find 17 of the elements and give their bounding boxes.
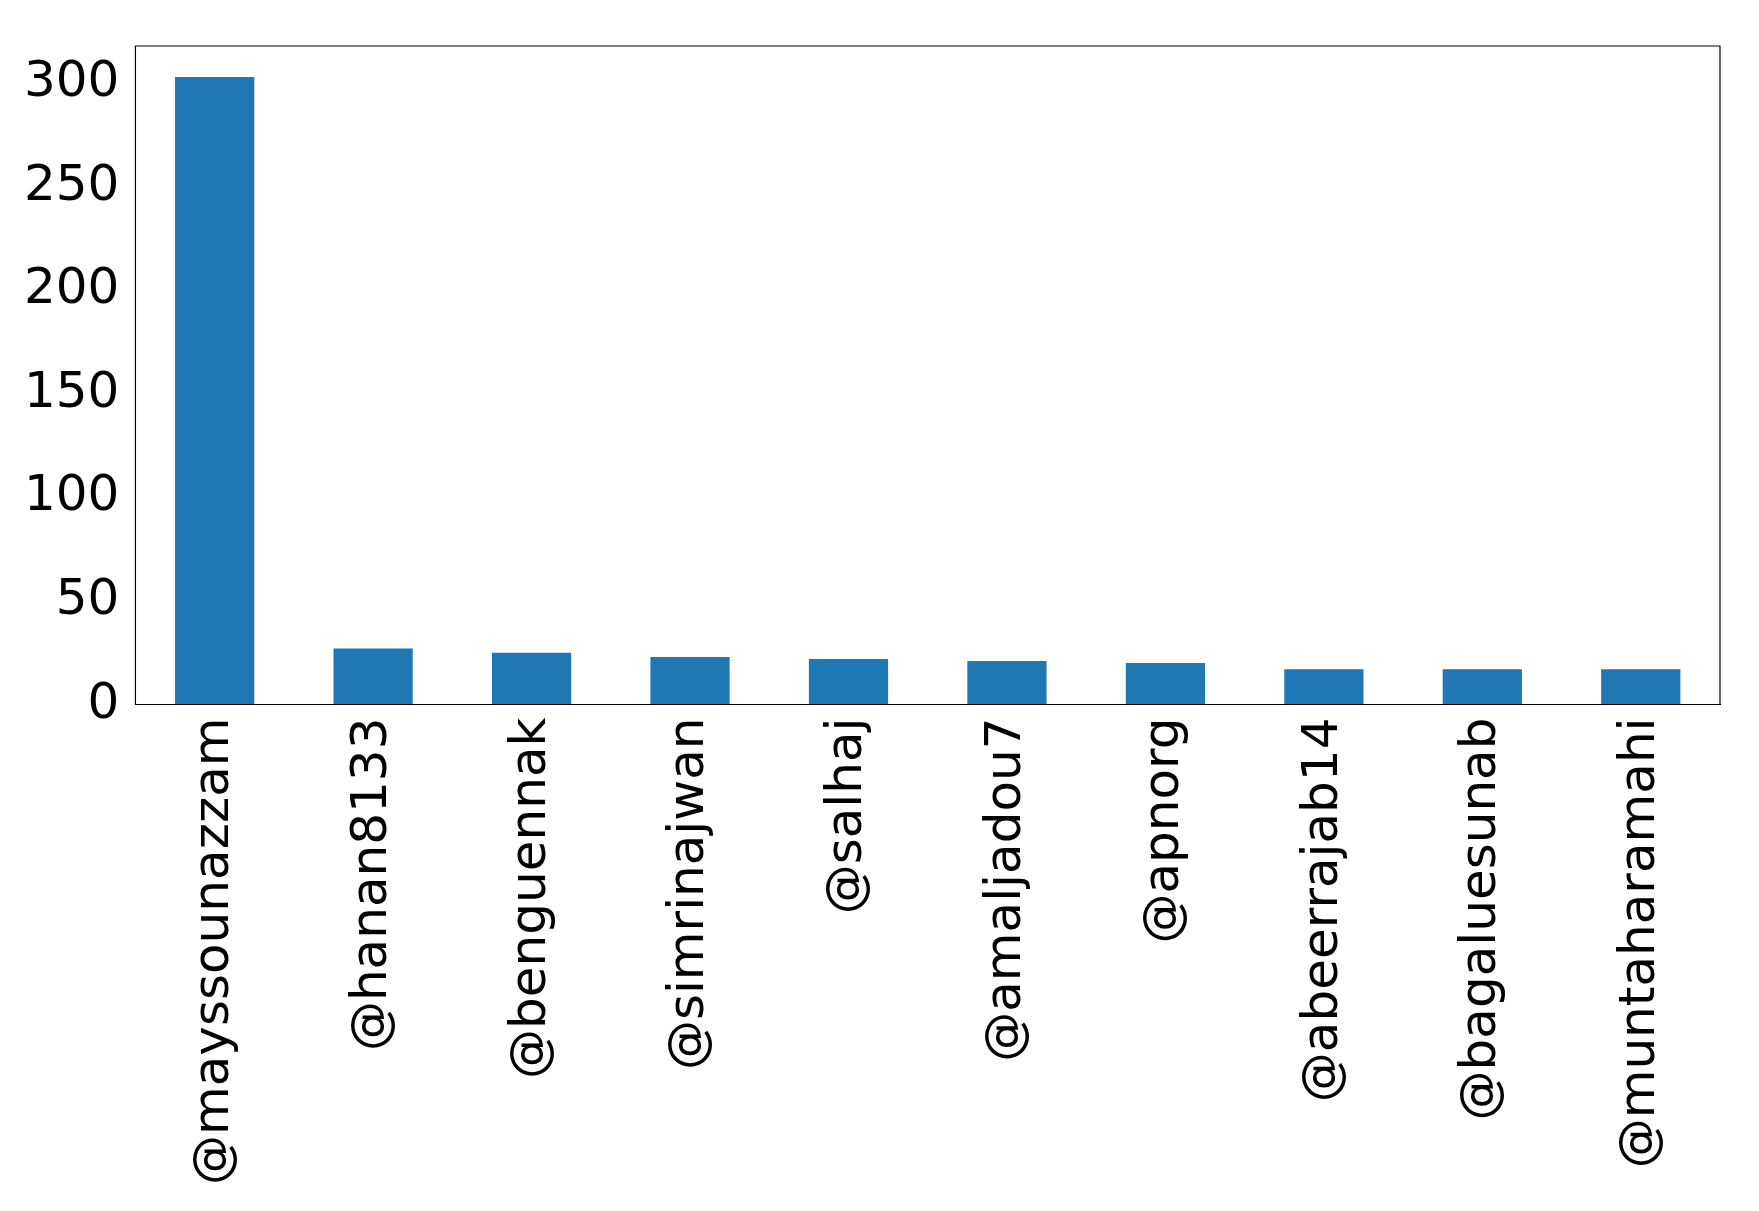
x-tick-label: @abeerrajab14 [1290,717,1349,1103]
x-tick-label: @simrinajwan [657,717,716,1071]
y-tick-label: 0 [87,671,120,730]
x-tick-label: @salhaj [815,717,874,915]
y-tick-label: 200 [24,257,120,316]
x-tick-label: @bagaluesunab [1449,717,1508,1121]
y-tick-label: 50 [55,567,120,626]
y-tick-label: 100 [24,464,120,523]
x-tick-label: @mayssounazzam [181,717,240,1185]
x-tick-label: @muntaharamahi [1607,717,1666,1169]
x-tick-label: @amaljadou7 [973,717,1032,1062]
y-tick-label: 150 [24,360,120,419]
x-tick-label: @benguennak [498,717,557,1079]
y-tick-label: 300 [24,50,120,109]
x-tick-label: @apnorg [1132,717,1191,944]
x-tick-label: @hanan8133 [340,717,399,1052]
y-tick-label: 250 [24,153,120,212]
